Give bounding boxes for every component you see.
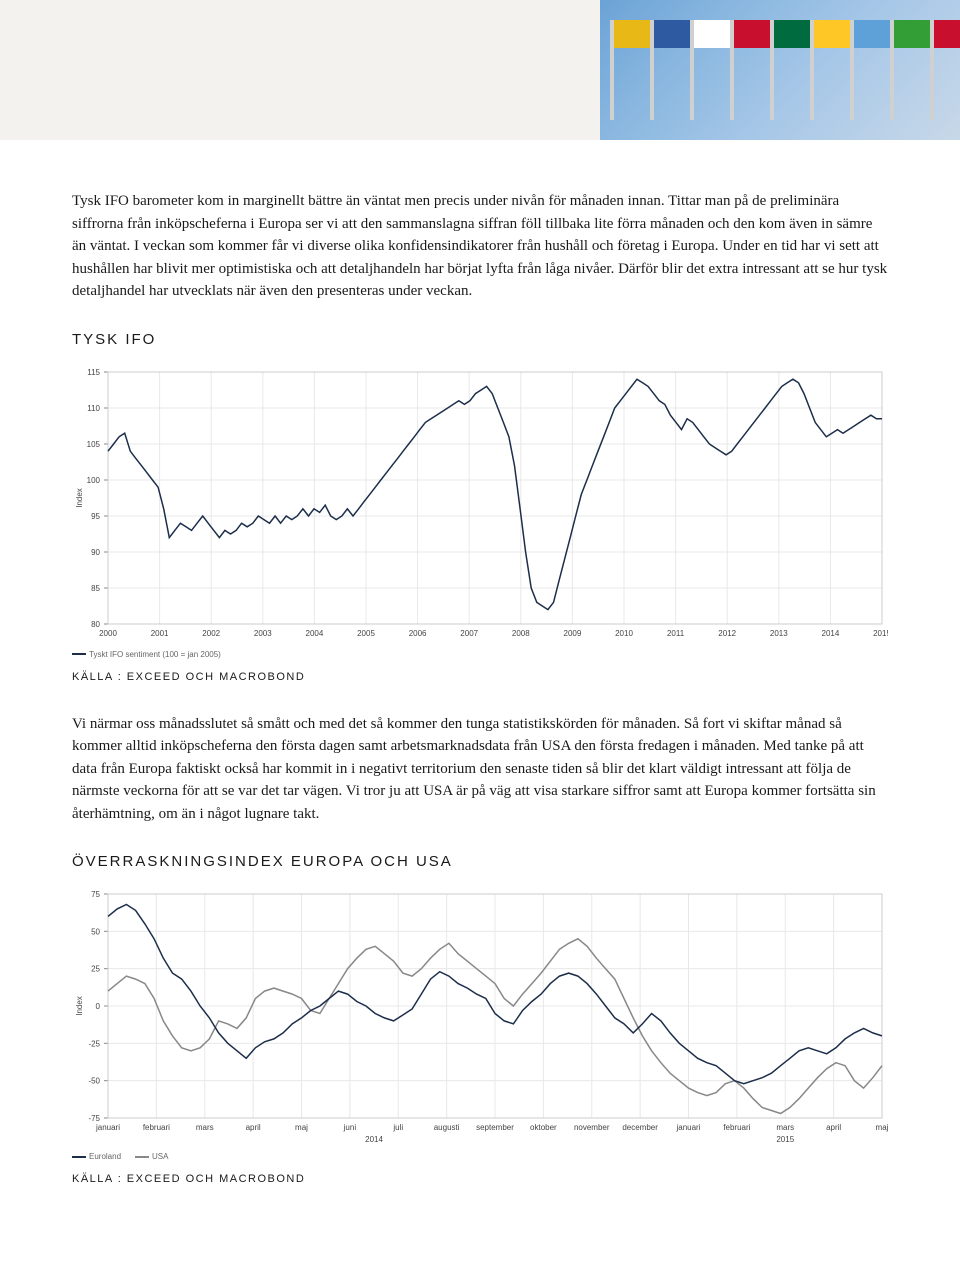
svg-text:2011: 2011	[667, 629, 685, 638]
header-bar	[0, 0, 960, 140]
svg-text:juli: juli	[392, 1123, 403, 1132]
svg-text:2014: 2014	[365, 1135, 383, 1144]
svg-text:november: november	[574, 1123, 610, 1132]
chart2-container: -75 -50 -25 0 25 50 75 Index januari februari mars…	[72, 888, 888, 1161]
svg-text:mars: mars	[776, 1123, 794, 1132]
svg-text:oktober: oktober	[530, 1123, 557, 1132]
svg-text:2006: 2006	[409, 629, 427, 638]
svg-text:100: 100	[87, 476, 101, 485]
svg-text:juni: juni	[343, 1123, 357, 1132]
svg-text:2007: 2007	[460, 629, 478, 638]
content-area: Tysk IFO barometer kom in marginellt bät…	[0, 140, 960, 1245]
svg-text:115: 115	[87, 368, 100, 377]
svg-text:25: 25	[91, 965, 100, 974]
svg-text:2001: 2001	[151, 629, 169, 638]
svg-text:maj: maj	[295, 1123, 308, 1132]
svg-text:80: 80	[91, 620, 100, 629]
svg-text:2009: 2009	[564, 629, 582, 638]
svg-text:-75: -75	[88, 1114, 100, 1123]
chart1-source: KÄLLA : EXCEED OCH MACROBOND	[72, 671, 888, 683]
svg-text:110: 110	[87, 404, 100, 413]
svg-text:2012: 2012	[718, 629, 736, 638]
svg-text:-50: -50	[88, 1077, 100, 1086]
chart2-svg: -75 -50 -25 0 25 50 75 Index januari februari mars…	[72, 888, 888, 1148]
svg-text:2015: 2015	[873, 629, 888, 638]
svg-text:april: april	[826, 1123, 841, 1132]
chart1-legend: Tyskt IFO sentiment (100 = jan 2005)	[72, 650, 888, 659]
svg-text:90: 90	[91, 548, 100, 557]
svg-text:75: 75	[91, 890, 100, 899]
svg-text:mars: mars	[196, 1123, 214, 1132]
svg-text:2015: 2015	[776, 1135, 794, 1144]
paragraph-2: Vi närmar oss månadsslutet så smått och …	[72, 713, 888, 826]
svg-text:50: 50	[91, 927, 100, 936]
chart2-source: KÄLLA : EXCEED OCH MACROBOND	[72, 1173, 888, 1185]
chart1-container: 80 85 90 95 100 105 110 115 Index 2000 2001 2002 200…	[72, 366, 888, 659]
svg-text:2010: 2010	[615, 629, 633, 638]
chart1-title: TYSK IFO	[72, 331, 888, 348]
svg-text:februari: februari	[723, 1123, 750, 1132]
svg-text:0: 0	[96, 1002, 101, 1011]
svg-text:2003: 2003	[254, 629, 272, 638]
svg-text:maj: maj	[876, 1123, 888, 1132]
svg-text:Index: Index	[75, 488, 84, 508]
svg-text:april: april	[246, 1123, 261, 1132]
chart1-legend-label: Tyskt IFO sentiment (100 = jan 2005)	[89, 650, 221, 659]
header-flags-image	[600, 0, 960, 140]
svg-text:2002: 2002	[202, 629, 220, 638]
chart2-title: ÖVERRASKNINGSINDEX EUROPA OCH USA	[72, 853, 888, 870]
svg-text:2000: 2000	[99, 629, 117, 638]
svg-text:augusti: augusti	[434, 1123, 460, 1132]
svg-text:105: 105	[87, 440, 101, 449]
svg-text:2013: 2013	[770, 629, 788, 638]
svg-text:december: december	[622, 1123, 658, 1132]
svg-text:-25: -25	[88, 1039, 100, 1048]
chart1-svg: 80 85 90 95 100 105 110 115 Index 2000 2001 2002 200…	[72, 366, 888, 646]
svg-text:85: 85	[91, 584, 100, 593]
svg-text:februari: februari	[143, 1123, 170, 1132]
svg-text:2008: 2008	[512, 629, 530, 638]
svg-text:Index: Index	[75, 996, 84, 1016]
header-spacer	[0, 0, 600, 140]
svg-text:september: september	[476, 1123, 514, 1132]
chart2-legend: EurolandUSA	[72, 1152, 888, 1161]
svg-text:januari: januari	[675, 1123, 700, 1132]
paragraph-1: Tysk IFO barometer kom in marginellt bät…	[72, 190, 888, 303]
svg-text:2004: 2004	[306, 629, 324, 638]
svg-text:2005: 2005	[357, 629, 375, 638]
svg-text:januari: januari	[95, 1123, 120, 1132]
svg-text:2014: 2014	[822, 629, 840, 638]
svg-text:95: 95	[91, 512, 100, 521]
